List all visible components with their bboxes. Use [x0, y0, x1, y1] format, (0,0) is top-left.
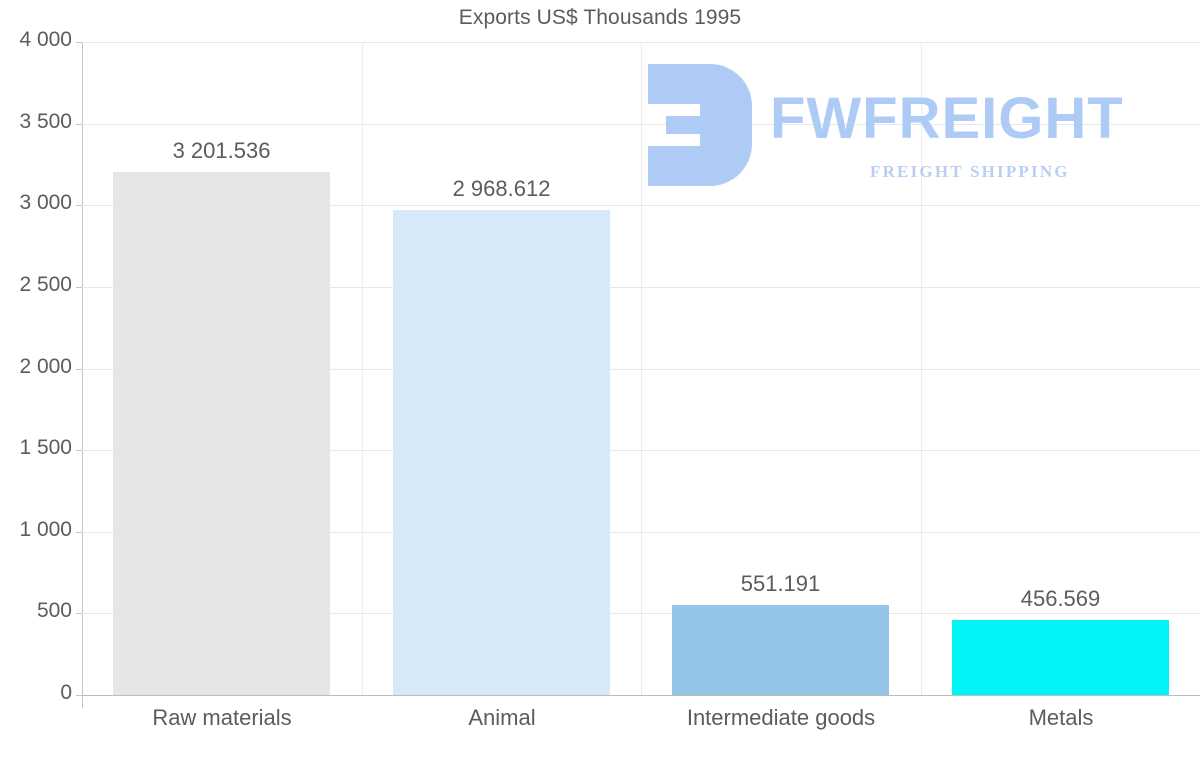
y-axis-tick-label: 500 [36, 599, 72, 623]
x-axis-category-label: Metals [1028, 705, 1094, 730]
y-axis-line [82, 42, 83, 708]
y-axis-tick-label: 1 500 [19, 436, 72, 460]
y-axis-tick-mark [76, 531, 82, 533]
y-axis-tick-label: 3 500 [19, 109, 72, 133]
y-axis-tick-mark [76, 450, 82, 452]
y-axis-tick-label: 2 000 [19, 354, 72, 378]
gridline-vertical [362, 42, 363, 695]
bar[interactable] [672, 605, 889, 695]
y-axis-tick-label: 1 000 [19, 517, 72, 541]
gridline-vertical [641, 42, 642, 695]
plot-area [76, 42, 1200, 696]
bar-value-label: 2 968.612 [452, 176, 551, 202]
y-axis-tick-mark [76, 368, 82, 370]
bar[interactable] [393, 210, 610, 695]
chart-title: Exports US$ Thousands 1995 [458, 6, 742, 29]
y-axis-tick-label: 3 000 [19, 191, 72, 215]
x-axis-category-label: Intermediate goods [686, 705, 876, 730]
bar[interactable] [113, 172, 330, 695]
y-axis-tick-mark [76, 613, 82, 615]
y-axis-tick-mark [76, 42, 82, 43]
y-axis-tick-label: 2 500 [19, 272, 72, 296]
bar[interactable] [952, 620, 1169, 695]
y-axis-tick-label: 4 000 [19, 28, 72, 51]
bar-value-label: 3 201.536 [172, 138, 271, 164]
x-axis-category-label: Animal [468, 705, 536, 730]
x-axis-category-label: Raw materials [152, 705, 292, 730]
gridline-vertical [921, 42, 922, 695]
y-axis-tick-label: 0 [60, 681, 72, 704]
bar-value-label: 456.569 [1020, 586, 1101, 612]
y-axis-tick-mark [76, 286, 82, 288]
bar-value-label: 551.191 [740, 571, 821, 597]
y-axis-tick-mark [76, 695, 82, 696]
y-axis-tick-mark [76, 123, 82, 125]
gridline-horizontal [82, 695, 1200, 696]
y-axis-tick-mark [76, 205, 82, 207]
